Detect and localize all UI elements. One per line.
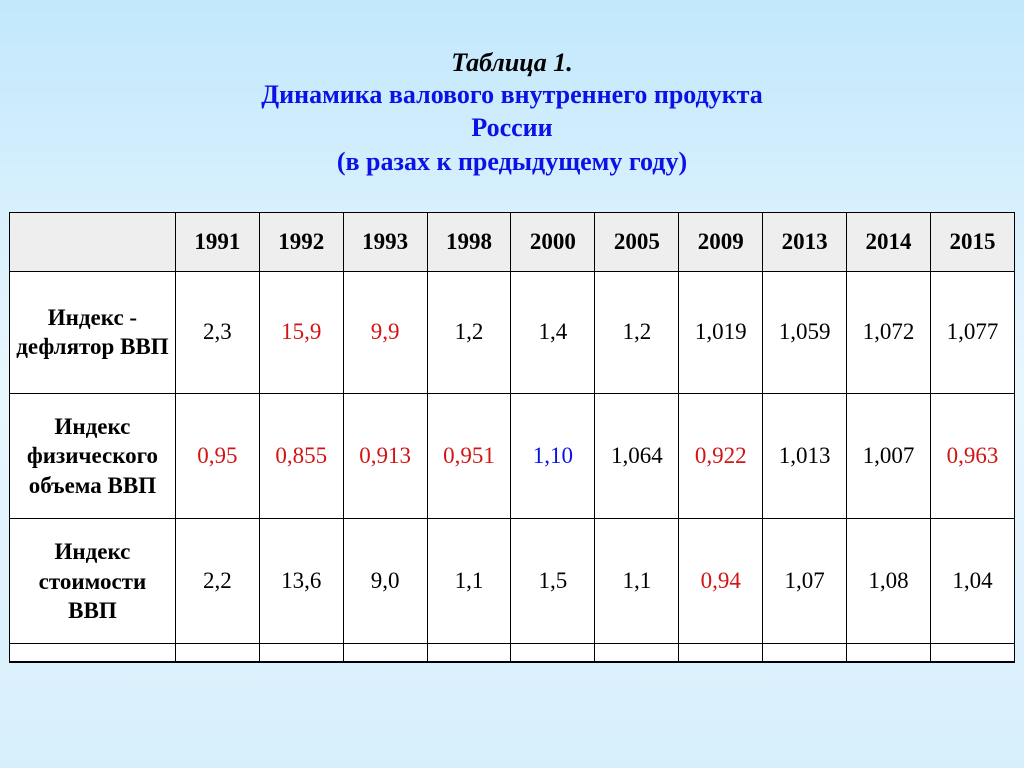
spacer-cell — [847, 644, 931, 662]
value-cell: 1,2 — [595, 271, 679, 393]
value-cell: 1,4 — [511, 271, 595, 393]
value-cell: 0,94 — [679, 519, 763, 644]
header-year: 1992 — [259, 212, 343, 271]
value-cell: 1,1 — [427, 519, 511, 644]
header-year: 2013 — [763, 212, 847, 271]
value-cell: 1,2 — [427, 271, 511, 393]
title-line-1: Динамика валового внутреннего продукта — [0, 78, 1024, 111]
spacer-cell — [595, 644, 679, 662]
value-cell: 1,5 — [511, 519, 595, 644]
title-line-3: (в разах к предыдущему году) — [0, 145, 1024, 178]
value-cell: 13,6 — [259, 519, 343, 644]
row-label: Индекс - дефлятор ВВП — [10, 271, 176, 393]
value-cell: 1,1 — [595, 519, 679, 644]
spacer-cell — [511, 644, 595, 662]
value-cell: 0,855 — [259, 393, 343, 518]
table-head: 1991199219931998200020052009201320142015 — [10, 212, 1015, 271]
value-cell: 1,013 — [763, 393, 847, 518]
title-block: Таблица 1. Динамика валового внутреннего… — [0, 48, 1024, 178]
value-cell: 1,077 — [931, 271, 1015, 393]
value-cell: 2,2 — [175, 519, 259, 644]
value-cell: 0,95 — [175, 393, 259, 518]
value-cell: 9,0 — [343, 519, 427, 644]
table-row: Индекс - дефлятор ВВП2,315,99,91,21,41,2… — [10, 271, 1015, 393]
table-row: Индекс физическог​о объема ВВП0,950,8550… — [10, 393, 1015, 518]
value-cell: 2,3 — [175, 271, 259, 393]
spacer-cell — [679, 644, 763, 662]
header-year: 2009 — [679, 212, 763, 271]
table-number: Таблица 1. — [0, 48, 1024, 78]
value-cell: 0,913 — [343, 393, 427, 518]
header-year: 2014 — [847, 212, 931, 271]
value-cell: 1,064 — [595, 393, 679, 518]
table-body: Индекс - дефлятор ВВП2,315,99,91,21,41,2… — [10, 271, 1015, 662]
spacer-cell — [343, 644, 427, 662]
spacer-cell — [931, 644, 1015, 662]
value-cell: 0,963 — [931, 393, 1015, 518]
row-label: Индекс стоимости ВВП — [10, 519, 176, 644]
spacer-cell — [175, 644, 259, 662]
row-label: Индекс физическог​о объема ВВП — [10, 393, 176, 518]
value-cell: 1,019 — [679, 271, 763, 393]
value-cell: 1,08 — [847, 519, 931, 644]
value-cell: 1,007 — [847, 393, 931, 518]
spacer-cell — [763, 644, 847, 662]
spacer-cell — [10, 644, 176, 662]
gdp-table: 1991199219931998200020052009201320142015… — [9, 212, 1015, 663]
title-line-2: России — [0, 111, 1024, 144]
value-cell: 9,9 — [343, 271, 427, 393]
value-cell: 1,07 — [763, 519, 847, 644]
header-year: 2015 — [931, 212, 1015, 271]
value-cell: 15,9 — [259, 271, 343, 393]
header-year: 1991 — [175, 212, 259, 271]
header-empty — [10, 212, 176, 271]
spacer-cell — [259, 644, 343, 662]
value-cell: 1,04 — [931, 519, 1015, 644]
table-row: Индекс стоимости ВВП2,213,69,01,11,51,10… — [10, 519, 1015, 644]
header-year: 1998 — [427, 212, 511, 271]
value-cell: 0,951 — [427, 393, 511, 518]
header-year: 2005 — [595, 212, 679, 271]
value-cell: 0,922 — [679, 393, 763, 518]
header-year: 2000 — [511, 212, 595, 271]
spacer-row — [10, 644, 1015, 662]
value-cell: 1,10 — [511, 393, 595, 518]
header-year: 1993 — [343, 212, 427, 271]
slide: Таблица 1. Динамика валового внутреннего… — [0, 0, 1024, 768]
value-cell: 1,059 — [763, 271, 847, 393]
value-cell: 1,072 — [847, 271, 931, 393]
spacer-cell — [427, 644, 511, 662]
